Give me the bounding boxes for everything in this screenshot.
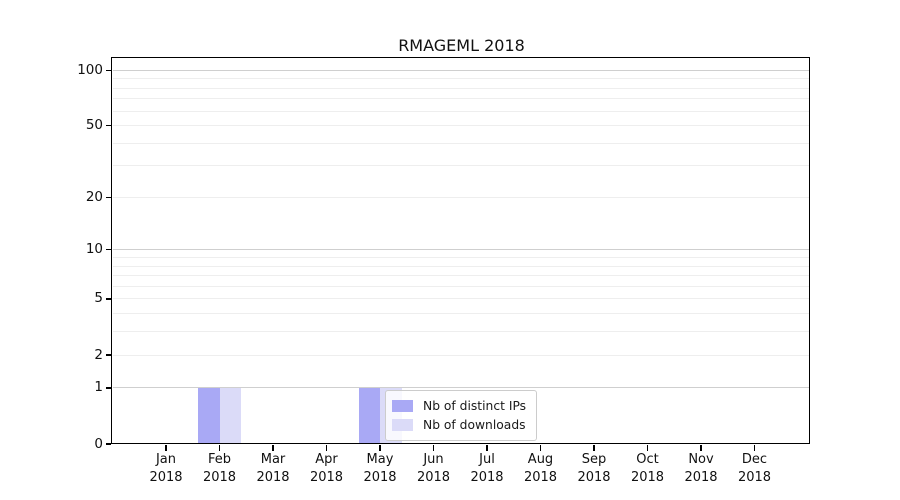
gridline-minor [113, 265, 810, 267]
gridline-minor [113, 331, 810, 333]
legend-label-downloads: Nb of downloads [423, 417, 526, 432]
y-tick-mark [106, 354, 112, 356]
x-tick-label: May 2018 [363, 452, 397, 485]
y-tick-label: 0 [94, 435, 103, 452]
x-tick-label: Oct 2018 [630, 452, 665, 485]
y-tick-mark [106, 124, 112, 127]
y-tick-mark [106, 443, 112, 445]
gridline-minor [113, 285, 810, 287]
y-tick-label: 5 [94, 290, 103, 307]
bar-feb-distinct-ips [198, 387, 220, 444]
gridline-minor [113, 313, 810, 315]
y-tick-mark [106, 249, 112, 251]
x-tick-mark [218, 445, 221, 451]
y-tick-mark [106, 69, 112, 71]
x-tick-mark [700, 445, 702, 451]
x-tick-label: Dec 2018 [737, 452, 772, 485]
x-tick-mark [753, 445, 756, 451]
y-tick-label: 1 [94, 379, 103, 396]
y-tick-mark [106, 387, 112, 389]
x-tick-label: Feb 2018 [202, 452, 237, 485]
x-tick-mark [646, 445, 649, 451]
x-tick-mark [486, 445, 488, 451]
x-tick-label: Jun 2018 [416, 452, 451, 485]
y-tick-label: 20 [85, 188, 103, 205]
x-tick-label: Apr 2018 [309, 452, 344, 485]
legend: Nb of distinct IPs Nb of downloads [385, 390, 538, 441]
gridline-major [113, 69, 810, 71]
x-tick-mark [272, 445, 274, 451]
legend-swatch-downloads-icon [392, 418, 413, 431]
y-tick-label: 50 [85, 117, 103, 134]
x-tick-label: Jan 2018 [149, 452, 183, 485]
chart-title: RMAGEML 2018 [398, 36, 525, 55]
gridline-minor [113, 165, 810, 167]
y-tick-label: 100 [77, 61, 103, 78]
gridline-minor [113, 125, 810, 127]
gridline-major [113, 387, 810, 389]
x-tick-mark [432, 445, 435, 451]
gridline-major [113, 249, 810, 251]
gridline-minor [113, 98, 810, 100]
gridline-minor [113, 142, 810, 144]
x-tick-label: Nov 2018 [684, 452, 718, 485]
y-tick-mark [106, 298, 112, 300]
gridline-minor [113, 354, 810, 356]
legend-row-distinct-ips: Nb of distinct IPs [392, 397, 526, 416]
x-tick-label: Sep 2018 [577, 452, 611, 485]
gridline-minor [113, 275, 810, 277]
y-tick-mark [106, 196, 112, 199]
y-tick-label: 10 [85, 241, 103, 258]
x-tick-label: Mar 2018 [256, 452, 290, 485]
x-tick-label: Aug 2018 [523, 452, 558, 485]
gridline-minor [113, 110, 810, 112]
x-tick-mark [379, 445, 381, 451]
legend-swatch-distinct-ips-icon [392, 400, 413, 413]
gridline-minor [113, 257, 810, 258]
x-tick-label: Jul 2018 [470, 452, 504, 485]
bar-feb-downloads [219, 387, 241, 444]
x-tick-mark [593, 445, 595, 451]
x-tick-mark [325, 445, 328, 451]
x-tick-mark [539, 445, 542, 451]
gridline-minor [113, 196, 810, 198]
gridline-minor [113, 87, 810, 89]
gridline-minor [113, 78, 810, 80]
bar-may-distinct-ips [358, 387, 380, 444]
gridline-minor [113, 298, 810, 300]
plot-area [113, 59, 810, 444]
legend-row-downloads: Nb of downloads [392, 416, 526, 435]
legend-label-distinct-ips: Nb of distinct IPs [423, 399, 527, 414]
y-tick-label: 2 [94, 346, 103, 363]
x-tick-mark [165, 445, 167, 451]
